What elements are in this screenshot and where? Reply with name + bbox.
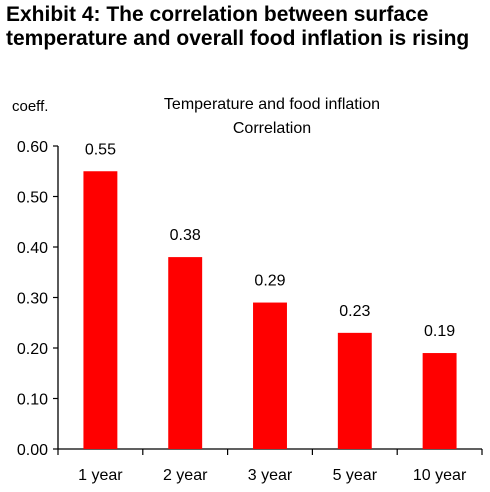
bar <box>253 302 287 449</box>
data-label: 0.23 <box>339 303 370 320</box>
x-tick-label: 10 year <box>413 467 467 484</box>
x-tick-label: 1 year <box>78 467 123 484</box>
data-label: 0.38 <box>170 227 201 244</box>
y-axis-label: coeff. <box>12 98 48 115</box>
chart-axes: 0.00 0.10 0.20 0.30 0.40 0.50 0.60 1 year 2 year… <box>17 139 483 484</box>
exhibit-title: Exhibit 4: The correlation between surfa… <box>6 3 470 50</box>
y-tick-label: 0.30 <box>17 291 48 308</box>
x-tick-label: 2 year <box>163 467 208 484</box>
bar <box>337 332 372 449</box>
x-tick-label: 5 year <box>333 467 378 484</box>
y-tick-label: 0.20 <box>17 341 48 358</box>
y-tick-label: 0.10 <box>17 392 48 409</box>
data-label: 0.29 <box>254 273 285 290</box>
y-tick-label: 0.00 <box>17 442 48 459</box>
chart-subtitle: Correlation <box>233 120 311 137</box>
data-label: 0.19 <box>424 323 455 340</box>
y-tick-label: 0.40 <box>17 240 48 257</box>
bar <box>168 257 203 449</box>
bar <box>422 353 457 449</box>
y-tick-label: 0.60 <box>17 139 48 156</box>
chart-title: Temperature and food inflation <box>164 96 380 113</box>
y-tick-label: 0.50 <box>17 190 48 207</box>
bar <box>83 171 118 449</box>
data-label: 0.55 <box>85 141 116 158</box>
x-tick-label: 3 year <box>248 467 293 484</box>
bar-series: 0.55 0.38 0.29 0.23 0.19 <box>83 141 457 449</box>
